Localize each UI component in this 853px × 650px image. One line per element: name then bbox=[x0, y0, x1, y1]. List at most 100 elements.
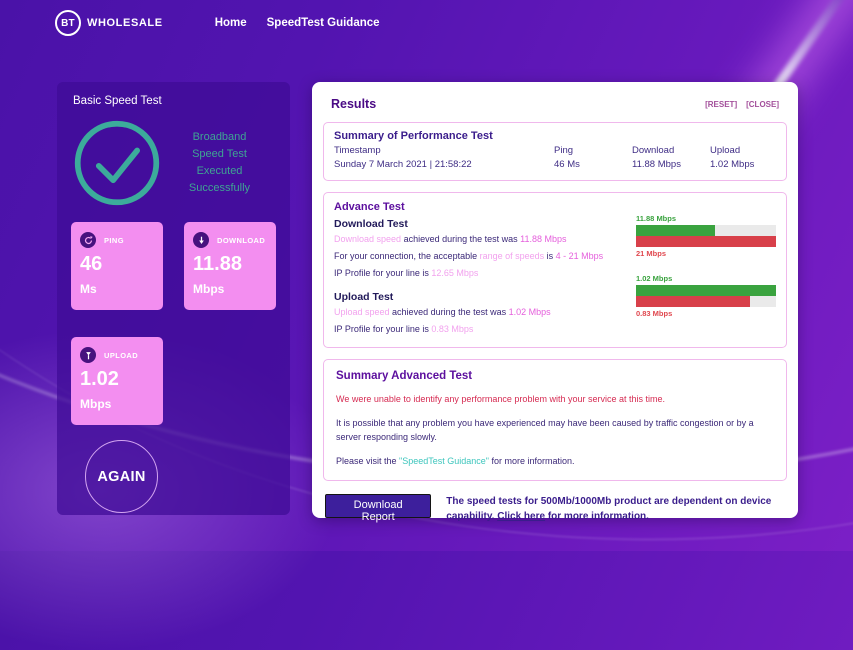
results-title: Results bbox=[331, 97, 377, 111]
metric-cards: PING 46 Ms DOWNLOAD 11.88 Mbps bbox=[71, 222, 276, 425]
nav-link-home[interactable]: Home bbox=[214, 17, 247, 29]
nav-links: Home SpeedTest Guidance bbox=[215, 17, 380, 29]
upload-speed-phrase: Upload speed bbox=[334, 307, 390, 317]
upload-arrow-icon bbox=[80, 347, 96, 363]
status-line: Speed Test bbox=[192, 148, 247, 160]
summary-upload-value: 1.02 Mbps bbox=[710, 159, 755, 170]
summary-ping-label: Ping bbox=[554, 145, 574, 156]
summary-download-label: Download bbox=[632, 145, 675, 156]
ping-sync-icon bbox=[80, 232, 96, 248]
test-status-message: Broadband Speed Test Executed Successful… bbox=[163, 129, 276, 197]
download-speed-phrase: Download speed bbox=[334, 234, 402, 244]
bt-logo-icon: BT bbox=[55, 10, 81, 36]
upload-card: UPLOAD 1.02 Mbps bbox=[71, 337, 163, 425]
top-navigation: BT WHOLESALE Home SpeedTest Guidance bbox=[0, 0, 853, 46]
note-text-b: for more information. bbox=[545, 511, 649, 522]
upload-ip-text: IP Profile for your line is bbox=[334, 324, 432, 334]
results-panel: Results [RESET] [CLOSE] Summary of Perfo… bbox=[312, 82, 798, 523]
summary-advanced-box: Summary Advanced Test We were unable to … bbox=[323, 359, 787, 481]
upload-unit: Mbps bbox=[80, 397, 112, 411]
ping-card: PING 46 Ms bbox=[71, 222, 163, 310]
upload-speed-value: 1.02 Mbps bbox=[508, 307, 551, 317]
basic-speed-test-panel: Basic Speed Test Broadband Speed Test Ex… bbox=[57, 82, 290, 515]
range-text-b: is bbox=[544, 251, 556, 261]
device-capability-note: The speed tests for 500Mb/1000Mb product… bbox=[446, 494, 787, 524]
results-actions: [RESET] [CLOSE] bbox=[705, 100, 779, 109]
results-header: Results [RESET] [CLOSE] bbox=[323, 95, 787, 111]
upload-profile-bar-track bbox=[636, 296, 776, 307]
test-status-row: Broadband Speed Test Executed Successful… bbox=[71, 117, 276, 209]
close-button[interactable]: [CLOSE] bbox=[746, 99, 779, 109]
success-check-icon bbox=[71, 117, 163, 209]
upload-label: UPLOAD bbox=[104, 350, 139, 360]
summary-performance-row: Timestamp Sunday 7 March 2021 | 21:58:22… bbox=[334, 144, 776, 172]
nav-link-speedtest-guidance[interactable]: SpeedTest Guidance bbox=[266, 17, 380, 29]
bt-wholesale-logo[interactable]: BT WHOLESALE bbox=[55, 10, 163, 36]
download-ip-value: 12.65 Mbps bbox=[431, 268, 479, 278]
again-button-label: AGAIN bbox=[97, 468, 146, 485]
download-achieved-bar-label: 11.88 Mbps bbox=[636, 214, 677, 223]
download-test-heading: Download Test bbox=[334, 218, 408, 230]
summary-performance-title: Summary of Performance Test bbox=[334, 130, 493, 142]
advance-test-text: Advance Test Download Test Download spee… bbox=[334, 201, 636, 337]
note-text-a: The speed tests for 500Mb/1000Mb product… bbox=[446, 496, 772, 522]
results-footer: Download Report The speed tests for 500M… bbox=[323, 494, 787, 524]
advance-test-title: Advance Test bbox=[334, 201, 405, 213]
click-here-link[interactable]: Click here bbox=[497, 511, 546, 522]
upload-bar-chart: 1.02 Mbps 0.83 Mbps bbox=[636, 274, 776, 318]
status-line: Broadband bbox=[192, 131, 247, 143]
ping-label: PING bbox=[104, 235, 124, 245]
summary-advanced-title: Summary Advanced Test bbox=[336, 370, 473, 382]
download-max-bar-fill bbox=[636, 236, 776, 247]
download-unit: Mbps bbox=[193, 282, 225, 296]
download-label: DOWNLOAD bbox=[217, 235, 266, 245]
upload-profile-bar-fill bbox=[636, 296, 750, 307]
summary-upload-label: Upload bbox=[710, 145, 741, 156]
bt-logo-text: BT bbox=[61, 17, 75, 29]
download-value: 11.88 bbox=[193, 253, 242, 275]
speedtest-guidance-link[interactable]: "SpeedTest Guidance" bbox=[399, 456, 489, 466]
upload-ip-value: 0.83 Mbps bbox=[431, 324, 474, 334]
summary-download-value: 11.88 Mbps bbox=[632, 159, 681, 170]
upload-test-heading: Upload Test bbox=[334, 291, 394, 303]
upload-value: 1.02 bbox=[80, 368, 119, 390]
advance-test-charts: 11.88 Mbps 21 Mbps 1.02 Mbps 0.83 Mbps bbox=[636, 201, 776, 337]
summary-advanced-note: It is possible that any problem you have… bbox=[336, 418, 754, 442]
advance-test-box: Advance Test Download Test Download spee… bbox=[323, 192, 787, 348]
again-button[interactable]: AGAIN bbox=[85, 440, 158, 513]
range-value: 4 - 21 Mbps bbox=[555, 251, 604, 261]
status-line: Executed bbox=[196, 165, 243, 177]
guidance-text-b: for more information. bbox=[488, 456, 575, 466]
guidance-text-a: Please visit the bbox=[336, 456, 400, 466]
download-card: DOWNLOAD 11.88 Mbps bbox=[184, 222, 276, 310]
basic-speed-test-title: Basic Speed Test bbox=[73, 95, 162, 107]
upload-achieved-bar-track bbox=[636, 285, 776, 296]
download-ip-text: IP Profile for your line is bbox=[334, 268, 432, 278]
download-ip-profile-line: IP Profile for your line is 12.65 Mbps bbox=[334, 266, 628, 281]
range-text-a: For your connection, the acceptable bbox=[334, 251, 480, 261]
download-max-bar-track bbox=[636, 236, 776, 247]
summary-ping-value: 46 Ms bbox=[554, 159, 580, 170]
upload-ip-profile-line: IP Profile for your line is 0.83 Mbps bbox=[334, 322, 628, 337]
upload-achieved-bar-fill bbox=[636, 285, 776, 296]
range-phrase: range of speeds bbox=[479, 251, 545, 261]
upload-achieved-bar-label: 1.02 Mbps bbox=[636, 274, 673, 283]
summary-performance-box: Summary of Performance Test Timestamp Su… bbox=[323, 122, 787, 181]
timestamp-value: Sunday 7 March 2021 | 21:58:22 bbox=[334, 159, 472, 170]
download-achieved-bar-fill bbox=[636, 225, 716, 236]
download-max-bar-label: 21 Mbps bbox=[636, 249, 667, 258]
range-of-speeds-line: For your connection, the acceptable rang… bbox=[334, 249, 628, 264]
upload-speed-text: achieved during the test was bbox=[389, 307, 509, 317]
status-line: Successfully bbox=[188, 182, 251, 194]
download-report-button[interactable]: Download Report bbox=[325, 494, 432, 523]
ping-value: 46 bbox=[80, 253, 103, 275]
download-arrow-icon bbox=[193, 232, 209, 248]
timestamp-label: Timestamp bbox=[334, 145, 381, 156]
reset-button[interactable]: [RESET] bbox=[705, 99, 738, 109]
download-speed-text: achieved during the test was bbox=[401, 234, 521, 244]
summary-advanced-status: We were unable to identify any performan… bbox=[336, 394, 665, 404]
download-achieved-bar-track bbox=[636, 225, 776, 236]
wholesale-logo-text: WHOLESALE bbox=[87, 17, 163, 29]
download-speed-value: 11.88 Mbps bbox=[520, 234, 567, 244]
download-bar-chart: 11.88 Mbps 21 Mbps bbox=[636, 214, 776, 258]
